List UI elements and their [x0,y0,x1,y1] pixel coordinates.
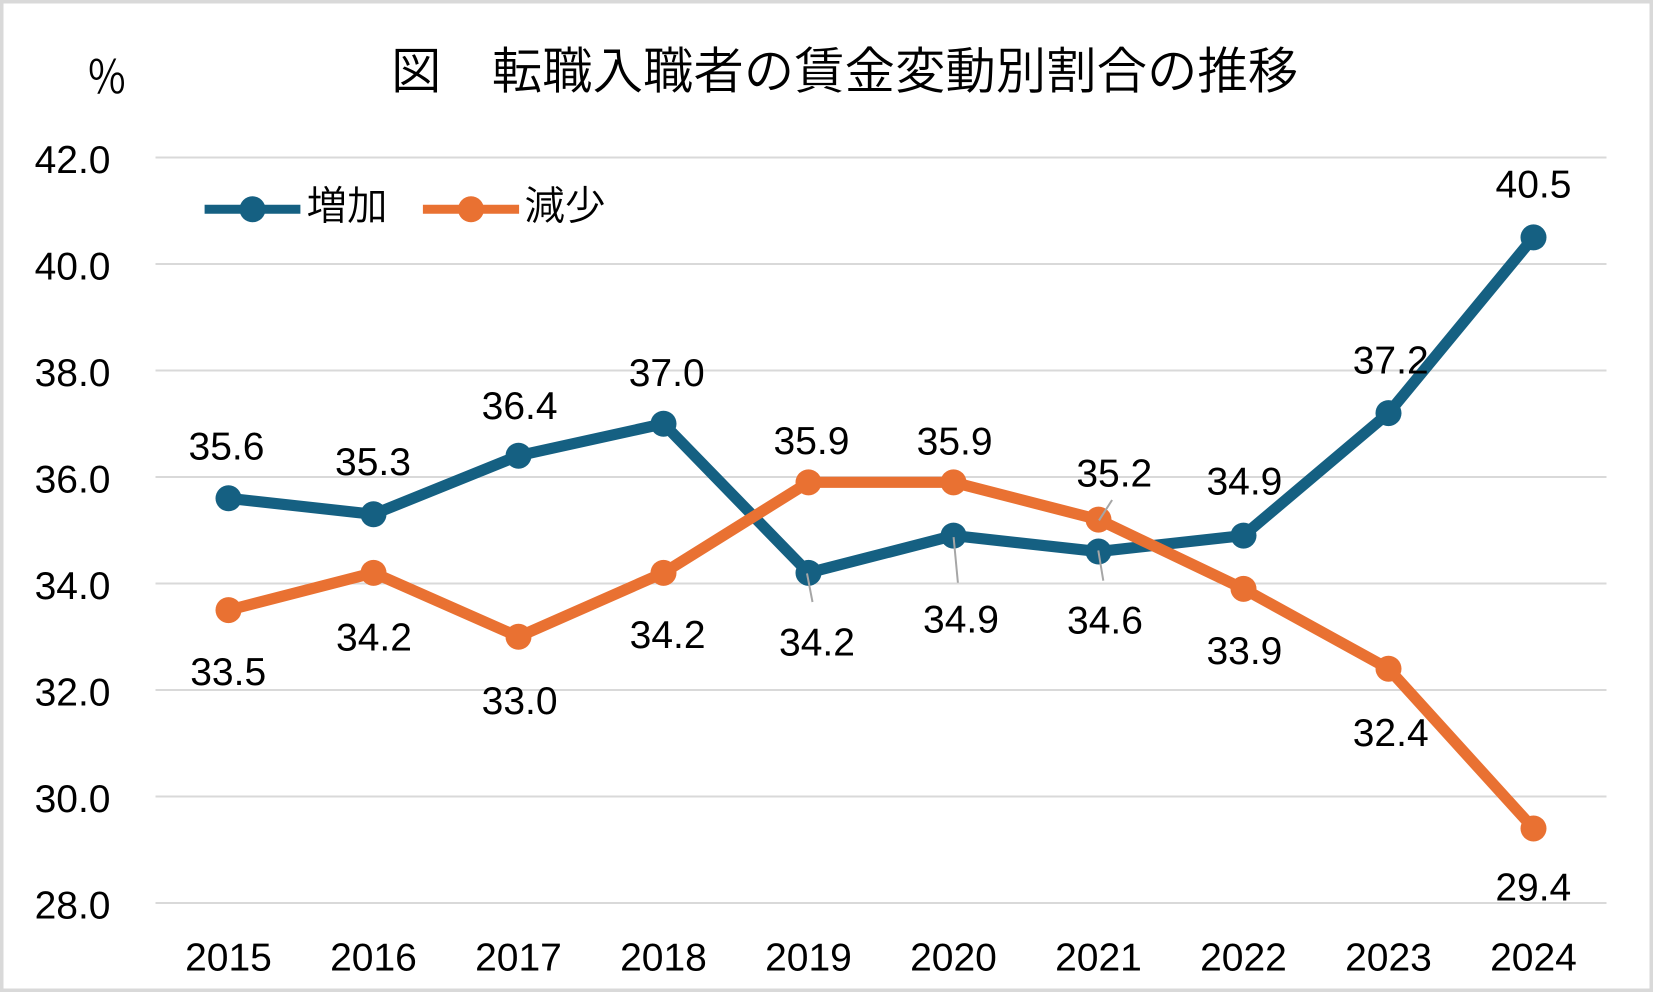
svg-text:34.9: 34.9 [923,598,999,641]
svg-text:2024: 2024 [1490,936,1577,979]
svg-text:2020: 2020 [910,936,997,979]
svg-text:2017: 2017 [475,936,562,979]
svg-text:34.2: 34.2 [630,614,706,657]
svg-text:37.2: 37.2 [1353,340,1429,383]
svg-text:35.9: 35.9 [774,420,850,463]
svg-text:40.0: 40.0 [35,246,111,289]
svg-text:32.4: 32.4 [1353,712,1429,755]
svg-text:35.9: 35.9 [917,421,993,464]
svg-text:34.9: 34.9 [1206,461,1282,504]
svg-text:34.2: 34.2 [336,616,412,659]
svg-text:2021: 2021 [1055,936,1142,979]
svg-text:36.0: 36.0 [35,459,111,502]
svg-text:34.0: 34.0 [35,565,111,608]
svg-text:42.0: 42.0 [35,139,111,182]
svg-text:29.4: 29.4 [1495,867,1571,910]
svg-text:35.2: 35.2 [1076,453,1152,496]
svg-text:35.6: 35.6 [189,425,265,468]
svg-text:38.0: 38.0 [35,352,111,395]
svg-text:30.0: 30.0 [35,778,111,821]
svg-text:2018: 2018 [620,936,707,979]
svg-text:34.6: 34.6 [1067,599,1143,642]
svg-text:33.0: 33.0 [482,680,558,723]
svg-text:2016: 2016 [330,936,417,979]
svg-text:33.5: 33.5 [190,651,266,694]
svg-text:2015: 2015 [185,936,272,979]
svg-text:35.3: 35.3 [335,441,411,484]
svg-text:2019: 2019 [765,936,852,979]
svg-text:40.5: 40.5 [1496,163,1572,206]
svg-text:37.0: 37.0 [629,352,705,395]
svg-text:32.0: 32.0 [35,672,111,715]
svg-text:34.2: 34.2 [779,621,855,664]
svg-text:36.4: 36.4 [482,385,558,428]
svg-text:33.9: 33.9 [1206,630,1282,673]
svg-text:2023: 2023 [1345,936,1432,979]
svg-text:2022: 2022 [1200,936,1287,979]
svg-text:28.0: 28.0 [35,885,111,928]
